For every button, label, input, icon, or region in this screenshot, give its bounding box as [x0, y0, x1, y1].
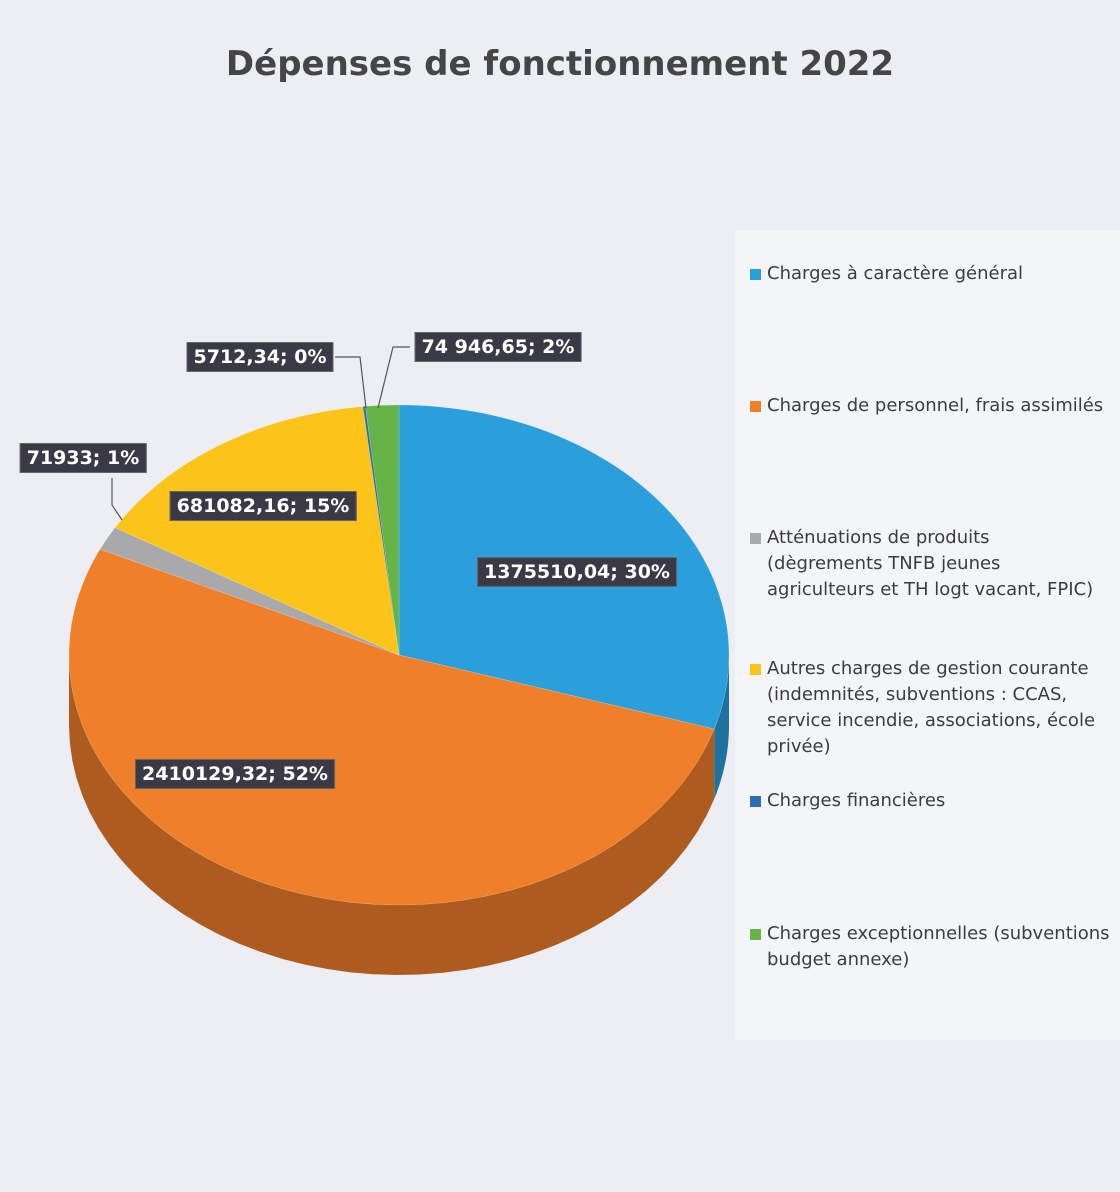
- data-label: 74 946,65; 2%: [414, 332, 582, 362]
- chart-title: Dépenses de fonctionnement 2022: [225, 44, 895, 84]
- leader-line: [111, 478, 123, 521]
- slice: [114, 406, 400, 656]
- slice-side: [69, 655, 715, 975]
- legend-swatch: [750, 796, 761, 807]
- data-label: 2410129,32; 52%: [135, 759, 335, 789]
- legend-swatch: [750, 533, 761, 544]
- leader-line: [335, 356, 367, 409]
- legend-item: Atténuations de produits (dègrements TNF…: [750, 525, 1110, 603]
- legend-item: Charges financières: [750, 788, 1110, 814]
- legend-item: Autres charges de gestion courante (inde…: [750, 656, 1110, 760]
- legend-swatch: [750, 269, 761, 280]
- slice-side: [714, 655, 729, 799]
- legend-label: Atténuations de produits (dègrements TNF…: [767, 527, 1094, 600]
- leader-line: [377, 346, 410, 409]
- legend-label: Charges exceptionnelles (subventions bud…: [767, 923, 1110, 970]
- legend-label: Charges de personnel, frais assimilés: [767, 395, 1104, 416]
- legend-item: Charges de personnel, frais assimilés: [750, 393, 1110, 419]
- slice: [68, 548, 715, 906]
- legend-swatch: [750, 664, 761, 675]
- data-label: 681082,16; 15%: [169, 491, 357, 521]
- legend-swatch: [750, 929, 761, 940]
- legend-label: Charges financières: [767, 790, 946, 811]
- data-label: 5712,34; 0%: [186, 342, 334, 372]
- legend-label: Charges à caractère général: [767, 263, 1024, 284]
- slice: [99, 527, 400, 656]
- legend-item: Charges à caractère général: [750, 261, 1110, 287]
- legend-item: Charges exceptionnelles (subventions bud…: [750, 921, 1110, 973]
- legend-panel: [735, 230, 1120, 1040]
- data-label: 71933; 1%: [19, 443, 147, 473]
- data-label: 1375510,04; 30%: [477, 557, 677, 587]
- legend-label: Autres charges de gestion courante (inde…: [767, 658, 1096, 757]
- legend-swatch: [750, 401, 761, 412]
